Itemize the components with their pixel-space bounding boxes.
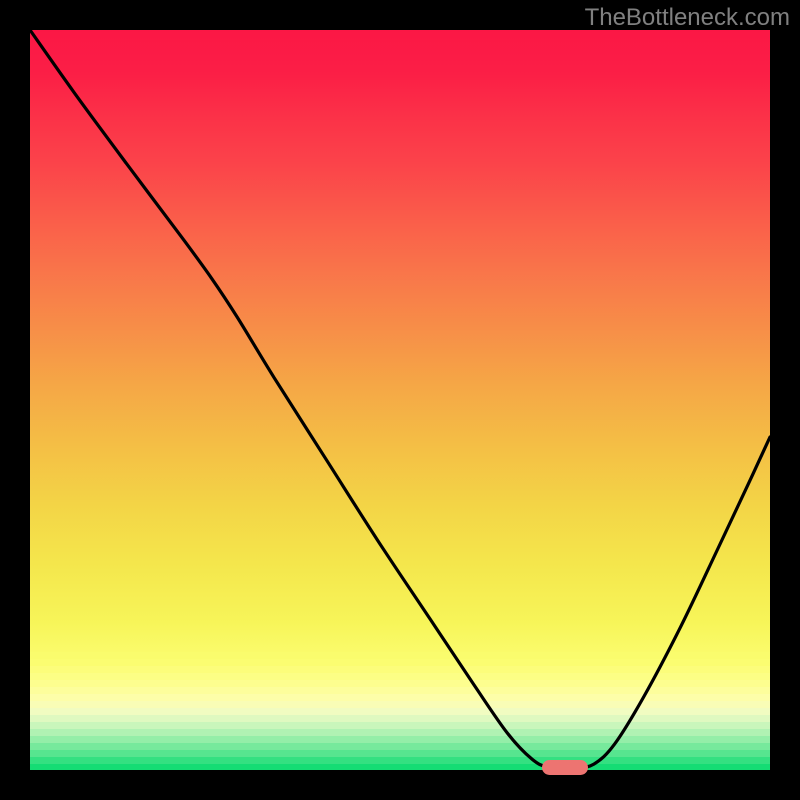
- gradient-band: [30, 666, 770, 673]
- plot-frame: [30, 30, 770, 770]
- optimal-marker: [542, 760, 588, 775]
- gradient-band: [30, 659, 770, 666]
- gradient-band: [30, 750, 770, 757]
- gradient-band: [30, 694, 770, 701]
- gradient-band: [30, 701, 770, 708]
- gradient-band: [30, 715, 770, 722]
- chart-container: TheBottleneck.com: [0, 0, 800, 800]
- gradient-band: [30, 764, 770, 770]
- gradient-band: [30, 687, 770, 694]
- gradient-band: [30, 757, 770, 764]
- watermark-text: TheBottleneck.com: [585, 4, 790, 32]
- gradient-band: [30, 652, 770, 659]
- gradient-band: [30, 736, 770, 743]
- gradient-band: [30, 729, 770, 736]
- gradient-band: [30, 673, 770, 680]
- gradient-band: [30, 743, 770, 750]
- gradient-smooth: [30, 30, 770, 652]
- plot-area: [30, 30, 770, 770]
- gradient-band: [30, 722, 770, 729]
- gradient-band: [30, 680, 770, 687]
- gradient-band: [30, 708, 770, 715]
